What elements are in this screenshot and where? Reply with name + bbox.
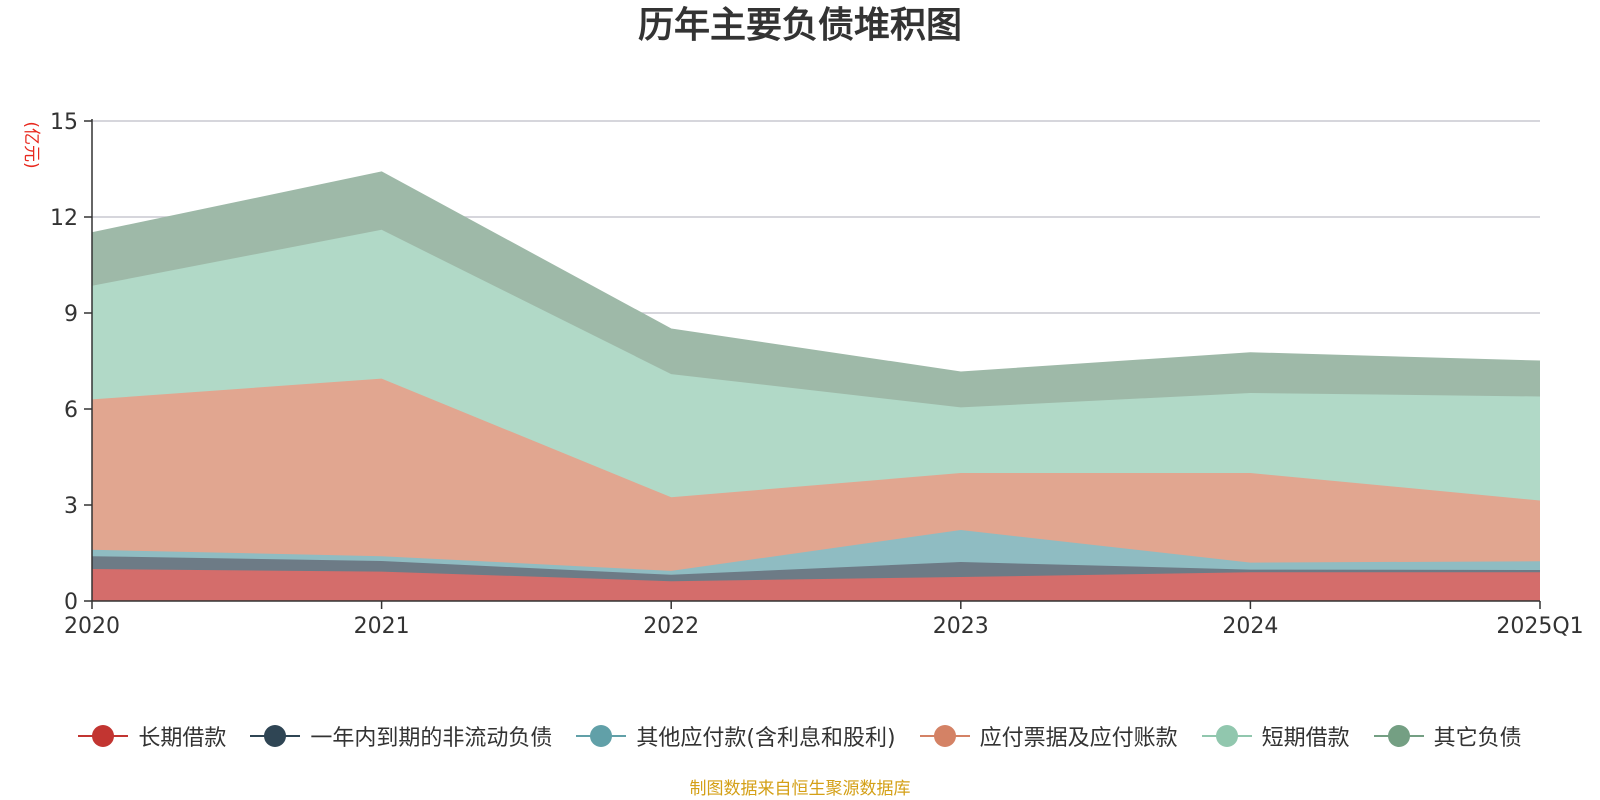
y-tick-label-12: 12 (50, 206, 78, 231)
legend-symbol-icon (1201, 724, 1252, 748)
y-tick-label-0: 0 (64, 590, 78, 615)
x-tick-label-2: 2022 (643, 614, 699, 639)
legend-dot-icon (590, 725, 613, 747)
legend-label: 一年内到期的非流动负债 (310, 726, 553, 751)
area-top-line-5 (91, 171, 1541, 373)
area-series-4 (92, 229, 1540, 501)
legend-dot-icon (1387, 725, 1410, 747)
legend-label: 其它负债 (1433, 726, 1522, 751)
legend-dot-icon (92, 725, 115, 747)
legend-label: 其他应付款(含利息和股利) (636, 726, 896, 751)
source-note: 制图数据来自恒生聚源数据库 (689, 779, 911, 799)
area-series (91, 171, 1541, 601)
legend-item-3[interactable]: 应付票据及应付账款 (919, 720, 1178, 752)
area-series-3 (92, 378, 1540, 571)
legend-dot-icon (933, 725, 956, 747)
legend-item-2[interactable]: 其他应付款(含利息和股利) (576, 720, 896, 752)
x-tick-label-0: 2020 (64, 614, 120, 639)
legend-item-4[interactable]: 短期借款 (1201, 720, 1350, 752)
y-tick-label-3: 3 (64, 494, 78, 519)
legend-item-0[interactable]: 长期借款 (78, 720, 226, 752)
y-tick-label-15: 15 (50, 110, 78, 135)
area-top-line-1 (91, 555, 1541, 576)
legend-symbol-icon (576, 724, 627, 748)
legend-item-5[interactable]: 其它负债 (1373, 720, 1522, 752)
legend-item-1[interactable]: 一年内到期的非流动负债 (250, 720, 552, 752)
x-tick-label-3: 2023 (933, 614, 989, 639)
x-tick-label-1: 2021 (354, 614, 410, 639)
x-tick-label-4: 2024 (1222, 614, 1278, 639)
legend-label: 长期借款 (138, 726, 227, 751)
legend-symbol-icon (1373, 724, 1424, 748)
y-axis-unit-label: (亿元) (21, 121, 41, 168)
chart-title: 历年主要负债堆积图 (637, 5, 962, 46)
legend: 长期借款 一年内到期的非流动负债 其他应付款(含利息和股利) 应付票据及应付账款 短期借… (0, 716, 1600, 756)
legend-dot-icon (264, 725, 287, 747)
axes: 0 3 6 9 12 15 2020 2021 2022 2023 2024 2025Q1 (50, 110, 1584, 639)
legend-symbol-icon (919, 724, 970, 748)
y-tick-label-6: 6 (64, 398, 78, 423)
area-series-2 (92, 530, 1540, 575)
legend-label: 应付票据及应付账款 (979, 726, 1178, 751)
area-series-0 (92, 569, 1540, 601)
legend-dot-icon (1215, 725, 1238, 747)
area-series-5 (92, 172, 1540, 408)
legend-symbol-icon (250, 724, 301, 748)
legend-label: 短期借款 (1261, 726, 1350, 751)
x-tick-label-5: 2025Q1 (1496, 614, 1583, 639)
y-tick-label-9: 9 (64, 302, 78, 327)
legend-symbol-icon (78, 724, 129, 748)
